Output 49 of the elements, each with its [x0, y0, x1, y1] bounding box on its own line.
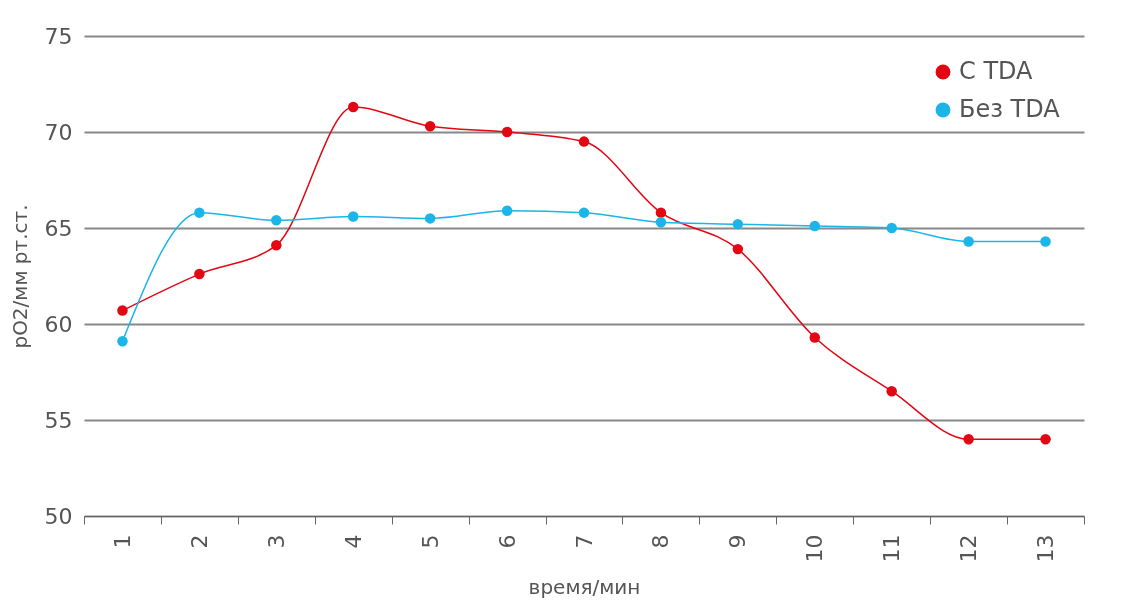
- x-tick-label: 7: [571, 534, 597, 549]
- x-tick-label: 6: [494, 534, 520, 549]
- point: [501, 205, 513, 216]
- point: [194, 207, 205, 218]
- x-tick-label: 11: [879, 534, 905, 563]
- y-tick-label: 60: [44, 311, 73, 337]
- y-tick-label: 55: [44, 407, 73, 433]
- point: [963, 236, 974, 247]
- point: [809, 332, 821, 343]
- x-tick-label: 13: [1033, 534, 1059, 563]
- x-tick-label: 4: [340, 534, 366, 549]
- point: [424, 213, 436, 224]
- x-tick-label: 8: [648, 534, 674, 549]
- point: [424, 121, 436, 132]
- x-tick-label: 5: [417, 534, 443, 549]
- point: [578, 136, 590, 147]
- point: [1040, 433, 1051, 445]
- point: [194, 268, 205, 280]
- point: [117, 336, 128, 347]
- x-tick-label: 12: [956, 534, 982, 563]
- point: [347, 101, 359, 113]
- x-tick-label: 10: [802, 534, 828, 563]
- point: [963, 433, 974, 445]
- point: [732, 218, 744, 230]
- point: [655, 217, 667, 228]
- x-tick-label: 2: [186, 534, 212, 549]
- y-tick-label: 70: [44, 119, 73, 145]
- x-axis-title: время/мин: [528, 575, 641, 600]
- point: [655, 207, 667, 218]
- y-tick-label: 75: [44, 23, 73, 49]
- point: [578, 207, 590, 218]
- y-tick-label: 50: [44, 503, 73, 529]
- point: [1040, 236, 1051, 247]
- point: [501, 126, 513, 138]
- point: [117, 305, 128, 316]
- point: [809, 220, 821, 232]
- point: [347, 211, 359, 222]
- x-tick-label: 9: [725, 534, 751, 549]
- point: [886, 385, 897, 397]
- legend-label: С TDA: [959, 57, 1034, 85]
- x-tick-label: 3: [263, 534, 289, 549]
- point: [732, 243, 744, 255]
- x-tick-label: 1: [109, 534, 135, 549]
- point: [271, 240, 282, 251]
- y-axis-title: pO2/мм рт.ст.: [7, 204, 32, 349]
- y-tick-label: 65: [44, 215, 73, 241]
- legend-label: Без TDA: [959, 95, 1061, 123]
- point: [886, 222, 897, 234]
- point: [271, 215, 282, 226]
